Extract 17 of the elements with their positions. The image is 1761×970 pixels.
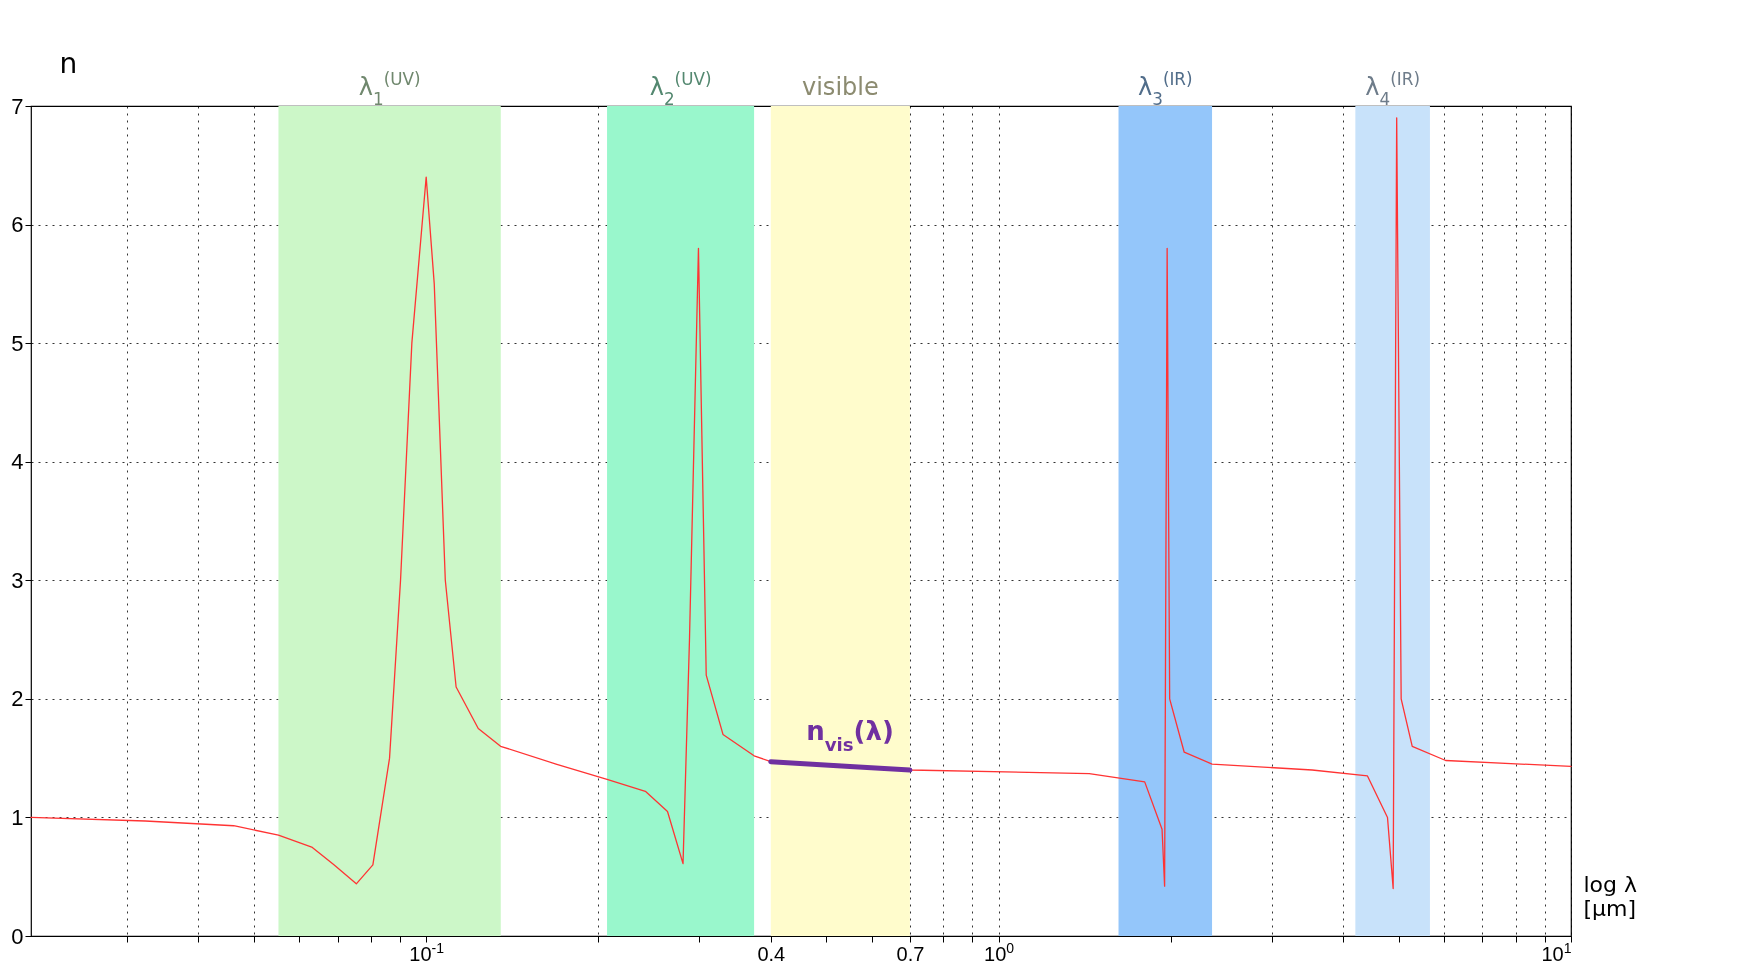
x-tick-label: 10$^{1}$ bbox=[1541, 939, 1572, 965]
y-tick-label: 1 bbox=[11, 804, 24, 830]
y-tick-label: 0 bbox=[11, 923, 24, 949]
x-tick-label: 0.4 bbox=[757, 942, 786, 965]
x-axis-title: log λ [μm] bbox=[1583, 871, 1638, 921]
x-tick-label: 10$^{-1}$ bbox=[409, 939, 445, 965]
y-tick-label: 7 bbox=[11, 93, 24, 119]
y-tick-label: 6 bbox=[11, 212, 24, 238]
x-tick-label: 10$^{0}$ bbox=[984, 939, 1015, 965]
series-label: n$_{vis}$(λ) bbox=[806, 716, 894, 755]
y-tick-label: 2 bbox=[11, 686, 24, 712]
band-label: visible bbox=[802, 73, 879, 101]
y-tick-label: 5 bbox=[11, 330, 24, 356]
y-tick-label: 4 bbox=[11, 449, 24, 475]
y-axis-title: n bbox=[59, 46, 78, 80]
x-tick-label: 0.7 bbox=[896, 942, 925, 965]
y-tick-label: 3 bbox=[11, 567, 24, 593]
